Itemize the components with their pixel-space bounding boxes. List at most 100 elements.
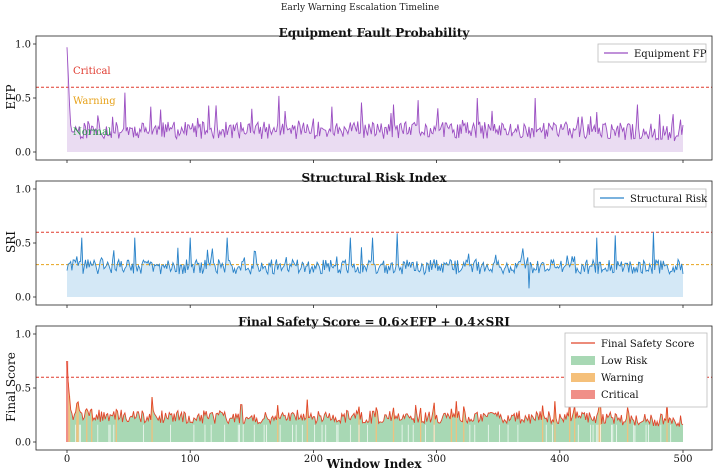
panel-sri: Structural Risk Index SRI 0.0 0.5 1.0 Stru…	[4, 171, 713, 308]
low-risk-gap	[301, 424, 303, 442]
low-risk-gap	[239, 424, 240, 442]
low-risk-gap	[325, 424, 327, 442]
warning-band	[666, 403, 668, 442]
legend-equipment-fp-label: Equipment FP	[634, 49, 707, 60]
warning-band	[358, 406, 360, 442]
warning-band	[115, 409, 117, 442]
x-tick-label: 500	[673, 454, 692, 465]
low-risk-gap	[109, 424, 111, 442]
warning-band	[573, 405, 576, 442]
warning-band	[76, 403, 78, 442]
low-risk-gap	[193, 424, 195, 442]
low-risk-gap	[237, 424, 239, 442]
figure-title: Early Warning Escalation Timeline	[281, 3, 439, 13]
y-tick-label: 0.0	[15, 293, 31, 304]
low-risk-gap	[108, 424, 110, 442]
low-risk-gap	[407, 424, 409, 442]
warning-band	[277, 405, 279, 442]
legend-final-score-label: Final Safety Score	[601, 339, 694, 350]
low-risk-gap	[80, 424, 81, 442]
low-risk-gap	[142, 424, 144, 442]
low-risk-gap	[433, 424, 435, 442]
panel-final-frame	[35, 325, 713, 451]
low-risk-gap	[336, 424, 338, 442]
warning-band	[86, 408, 88, 442]
warning-band	[91, 409, 93, 442]
low-risk-gap	[401, 424, 403, 442]
panel-sri-legend: Structural Risk	[593, 188, 708, 208]
warning-band	[626, 407, 629, 442]
low-risk-gap	[210, 424, 212, 442]
low-risk-gap	[314, 424, 316, 442]
low-risk-gap	[474, 424, 476, 442]
warning-band	[569, 399, 571, 442]
legend-warning-label: Warning	[601, 373, 644, 384]
low-risk-gap	[97, 424, 99, 442]
x-tick-label: 200	[304, 454, 323, 465]
low-risk-gap	[242, 424, 244, 442]
legend-low-risk-swatch	[571, 356, 595, 365]
panel-sri-title: Structural Risk Index	[302, 171, 448, 185]
panel-efp-frame	[35, 35, 713, 161]
panel-final-title: Final Safety Score = 0.6×EFP + 0.4×SRI	[238, 315, 510, 329]
legend-warning-swatch	[571, 373, 595, 382]
legend-low-risk-label: Low Risk	[601, 356, 648, 367]
warning-band	[306, 399, 308, 442]
legend-critical-swatch	[571, 390, 595, 399]
panel-final-ylabel: Final Score	[4, 352, 18, 422]
low-risk-gap	[170, 424, 171, 442]
low-risk-gap	[616, 424, 617, 442]
low-risk-gap	[367, 424, 369, 442]
low-risk-gap	[349, 424, 351, 442]
annotation-critical: Critical	[73, 66, 111, 77]
x-tick-label: 300	[427, 454, 446, 465]
y-tick-label: 0.0	[15, 148, 31, 159]
final-score-series-line	[66, 360, 684, 427]
x-tick-label: 0	[64, 454, 70, 465]
low-risk-gap	[517, 424, 519, 442]
low-risk-gap	[507, 424, 509, 442]
warning-band	[419, 407, 422, 442]
low-risk-region	[67, 361, 683, 442]
low-risk-gap	[78, 424, 80, 442]
warning-band	[68, 396, 71, 442]
low-risk-gap	[597, 424, 599, 442]
low-risk-gap	[321, 424, 323, 442]
x-tick-label: 100	[181, 454, 200, 465]
warning-band	[450, 408, 453, 442]
low-risk-gap	[266, 424, 267, 442]
low-risk-gap	[648, 424, 649, 442]
panel-efp-legend: Equipment FP	[597, 43, 707, 63]
x-tick-label: 400	[550, 454, 569, 465]
low-risk-gap	[590, 424, 591, 442]
low-risk-gap	[253, 424, 255, 442]
low-risk-gap	[204, 424, 206, 442]
low-risk-gap	[499, 424, 500, 442]
low-risk-gap	[660, 424, 662, 442]
low-risk-gap	[600, 424, 601, 442]
legend-critical-label: Critical	[601, 390, 639, 401]
panel-efp-title: Equipment Fault Probability	[279, 26, 471, 40]
panel-final-data: 0.0 0.5 1.0 0 100 200 300 400 500	[15, 330, 712, 465]
low-risk-gap	[645, 424, 647, 442]
panel-sri-ylabel: SRI	[4, 231, 18, 253]
y-tick-label: 0.5	[15, 239, 31, 250]
low-risk-gap	[633, 424, 635, 442]
legend-structural-risk-label: Structural Risk	[630, 194, 708, 205]
warning-band	[67, 382, 69, 442]
y-tick-label: 0.5	[15, 94, 31, 105]
warning-band	[455, 401, 458, 442]
warning-band	[433, 402, 435, 442]
panel-final: Final Safety Score = 0.6×EFP + 0.4×SRI F…	[4, 315, 713, 471]
panel-efp-ylabel: EFP	[4, 84, 18, 109]
efp-area	[67, 47, 683, 152]
low-risk-gap	[113, 424, 115, 442]
panel-final-legend: Final Safety Score Low Risk Warning Crit…	[564, 332, 708, 408]
warning-band	[375, 407, 377, 442]
low-risk-gap	[577, 424, 579, 442]
x-axis-label: Window Index	[326, 457, 423, 471]
low-risk-gap	[670, 424, 672, 442]
annotation-normal: Normal	[73, 127, 111, 138]
low-risk-gap	[611, 424, 612, 442]
